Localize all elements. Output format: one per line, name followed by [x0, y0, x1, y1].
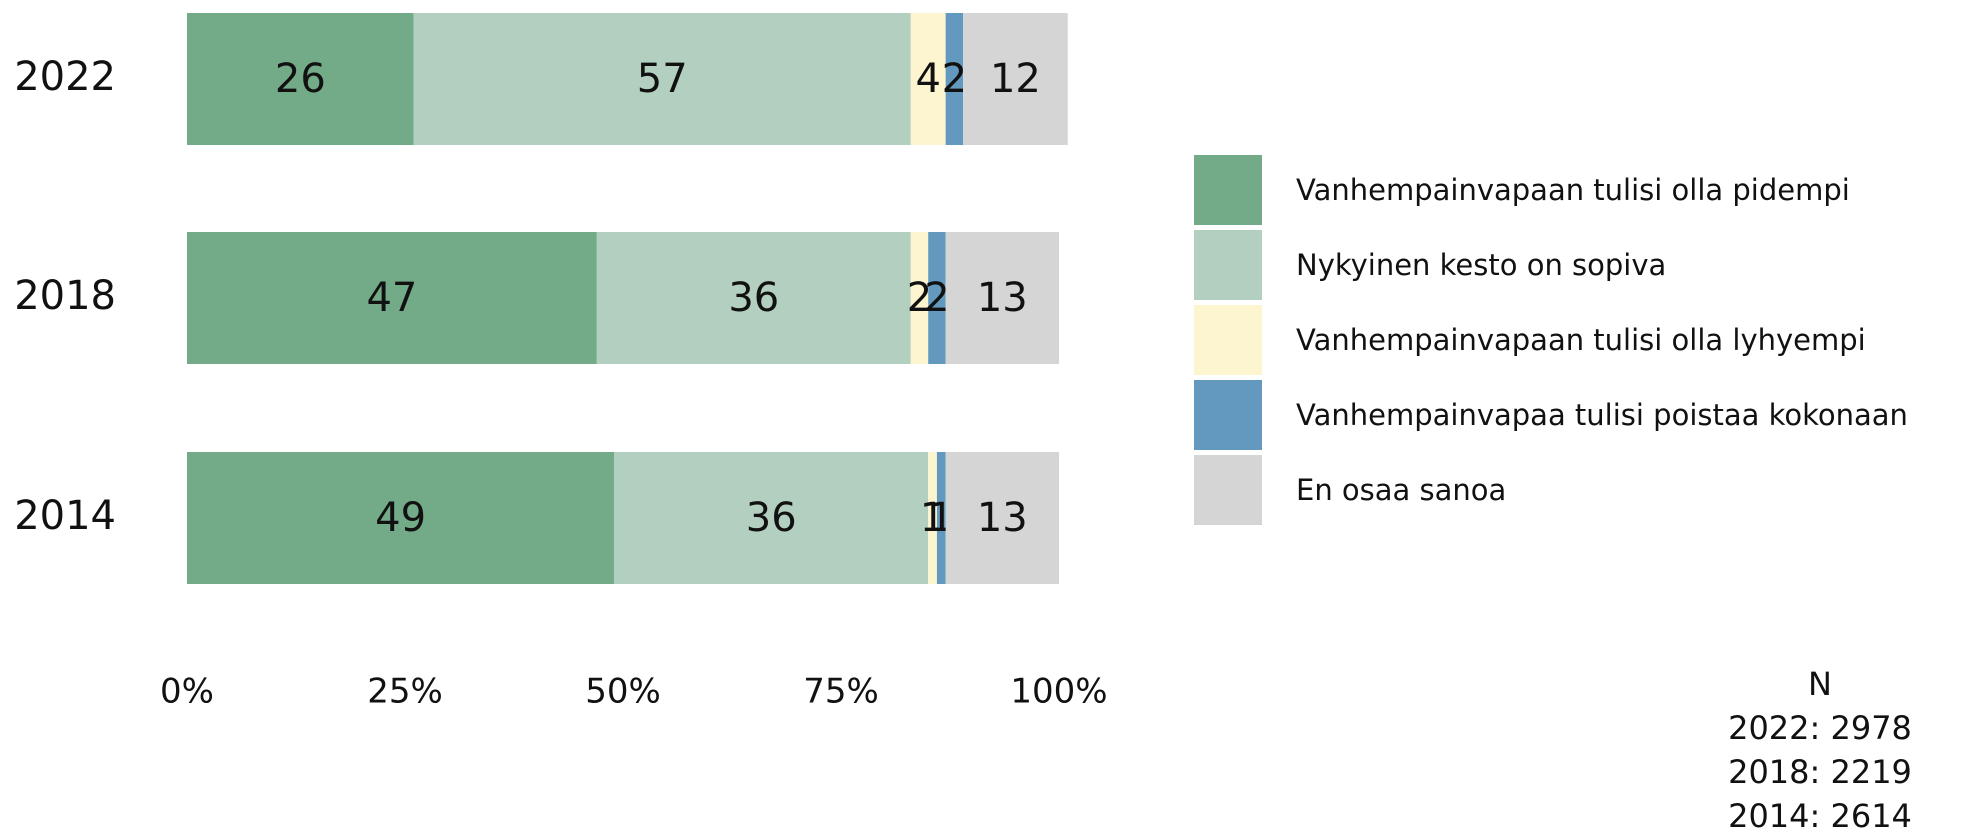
data-label: 2 [942, 56, 967, 102]
x-tick-label: 75% [803, 672, 879, 712]
legend-label: En osaa sanoa [1296, 473, 1506, 507]
annotation: 2014: 2614 [1728, 797, 1912, 835]
bar-segment [945, 232, 1059, 364]
bar-segment [187, 13, 414, 145]
bar-segment [596, 232, 911, 364]
data-label: 4 [915, 56, 940, 102]
bar-segment [945, 13, 964, 145]
annotation: 2018: 2219 [1728, 753, 1912, 791]
annotation: 2022: 2978 [1728, 709, 1912, 747]
legend-label: Vanhempainvapaan tulisi olla pidempi [1296, 173, 1850, 207]
data-label: 49 [375, 495, 426, 541]
data-label: 2 [907, 275, 932, 321]
bar-segment [928, 452, 937, 584]
bar-segment [614, 452, 929, 584]
y-tick-label: 2018 [14, 273, 116, 319]
legend-label: Nykyinen kesto on sopiva [1296, 248, 1666, 282]
bar-segment [945, 452, 1059, 584]
legend-swatch [1194, 155, 1262, 225]
data-label: 26 [275, 56, 326, 102]
x-tick-label: 0% [160, 672, 214, 712]
x-tick-label: 100% [1010, 672, 1107, 712]
data-label: 36 [728, 275, 779, 321]
legend-label: Vanhempainvapaan tulisi olla lyhyempi [1296, 323, 1866, 357]
data-label: 47 [366, 275, 417, 321]
y-tick-label: 2022 [14, 54, 116, 100]
bar-segment [413, 13, 911, 145]
legend-label: Vanhempainvapaa tulisi poistaa kokonaan [1296, 398, 1908, 432]
legend-swatch [1194, 380, 1262, 450]
data-label: 57 [637, 56, 688, 102]
bar-segment [963, 13, 1068, 145]
bar-segment [936, 452, 946, 584]
data-label: 13 [977, 275, 1028, 321]
bar-segment [187, 232, 597, 364]
data-label: 13 [977, 495, 1028, 541]
data-label: 36 [746, 495, 797, 541]
legend-swatch [1194, 230, 1262, 300]
x-tick-label: 50% [585, 672, 661, 712]
bar-segment [910, 232, 929, 364]
data-label: 2 [924, 275, 949, 321]
legend-swatch [1194, 455, 1262, 525]
bar-segment [928, 232, 946, 364]
bar-segment [910, 13, 946, 145]
legend-swatch [1194, 305, 1262, 375]
annotation: N [1808, 665, 1832, 703]
y-tick-label: 2014 [14, 493, 116, 539]
bar-segment [187, 452, 615, 584]
data-label: 12 [990, 56, 1041, 102]
x-tick-label: 25% [367, 672, 443, 712]
